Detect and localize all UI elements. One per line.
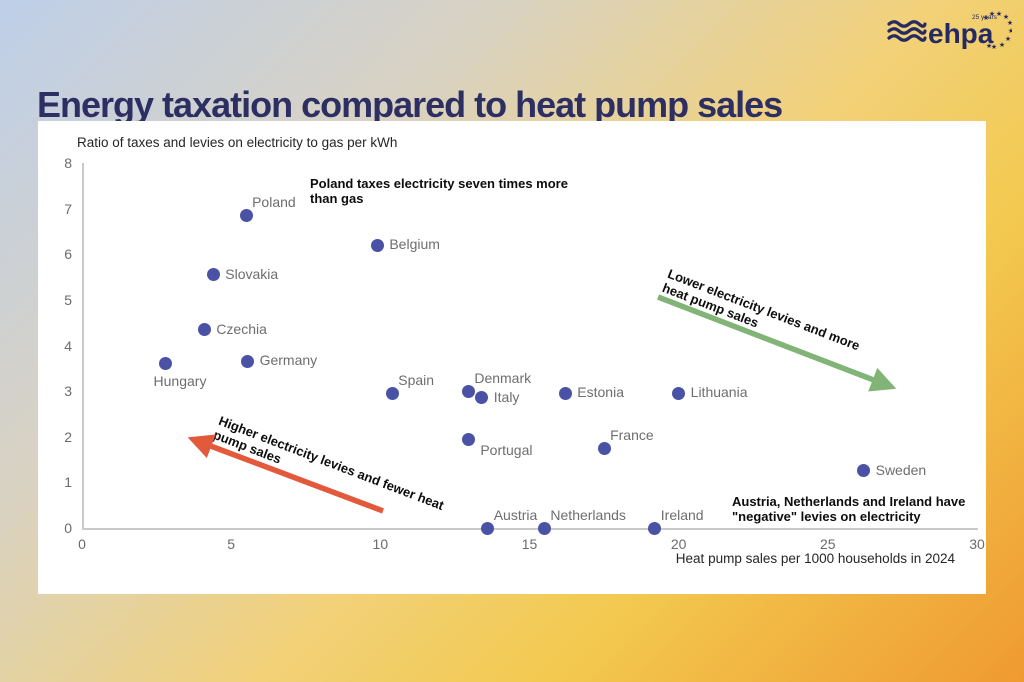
svg-text:★: ★ <box>996 10 1002 18</box>
x-axis-line <box>82 528 978 530</box>
point-label-denmark: Denmark <box>474 370 532 387</box>
x-tick-label: 10 <box>372 536 389 552</box>
annotation-higher-note: Higher electricity levies and fewer heat… <box>211 413 446 513</box>
svg-text:★: ★ <box>983 14 989 22</box>
stars-icon: ★ ★★ ★★★ ★★★ ★ <box>983 10 1014 51</box>
data-point-lithuania <box>672 386 686 400</box>
y-tick-label: 7 <box>64 200 72 217</box>
x-tick-label: 20 <box>670 536 687 552</box>
annotation-negative-note: Austria, Netherlands and Ireland have "n… <box>732 494 966 525</box>
data-point-france <box>597 441 611 455</box>
svg-text:★: ★ <box>1003 13 1009 21</box>
point-label-hungary: Hungary <box>153 372 207 389</box>
waves-icon <box>887 20 927 42</box>
point-label-lithuania: Lithuania <box>690 384 748 401</box>
svg-text:★: ★ <box>1008 27 1012 35</box>
x-axis-label: Heat pump sales per 1000 households in 2… <box>675 551 955 566</box>
data-point-spain <box>385 386 399 400</box>
data-point-ireland <box>648 521 662 535</box>
svg-text:★: ★ <box>999 41 1005 49</box>
chart-title: Ratio of taxes and levies on electricity… <box>77 135 398 150</box>
data-point-netherlands <box>537 521 551 535</box>
svg-text:★: ★ <box>1007 19 1012 27</box>
page-title: Energy taxation compared to heat pump sa… <box>37 84 783 126</box>
data-point-poland <box>239 208 253 222</box>
x-tick-label: 30 <box>969 536 985 552</box>
logo-badge: 25 years <box>972 14 998 21</box>
annotation-lower-note: Lower electricity levies and more heat p… <box>660 266 862 354</box>
point-label-belgium: Belgium <box>389 236 440 253</box>
logo-text: ehpa <box>928 18 994 49</box>
svg-text:★: ★ <box>1005 35 1011 43</box>
data-point-denmark <box>461 384 475 398</box>
svg-text:★: ★ <box>989 10 995 18</box>
ehpa-logo: ehpa 25 years ★ ★ ★ ★ ★ ★ ★ ★ ★ ★ <box>886 10 1014 56</box>
point-label-estonia: Estonia <box>577 384 624 401</box>
y-tick-label: 1 <box>64 474 72 491</box>
svg-text:★: ★ <box>986 42 992 50</box>
point-label-poland: Poland <box>252 194 296 211</box>
point-label-italy: Italy <box>493 388 520 405</box>
data-point-estonia <box>558 386 572 400</box>
y-tick-label: 3 <box>64 383 72 400</box>
x-tick-label: 0 <box>78 536 86 552</box>
point-label-sweden: Sweden <box>875 461 927 478</box>
data-point-czechia <box>197 323 211 337</box>
data-point-sweden <box>857 464 871 478</box>
point-label-slovakia: Slovakia <box>225 265 279 282</box>
y-tick-label: 2 <box>64 428 72 445</box>
y-axis-line <box>82 163 84 528</box>
annotation-poland-note: Poland taxes electricity seven times mor… <box>310 176 568 207</box>
data-point-slovakia <box>206 268 220 282</box>
x-tick-label: 15 <box>521 536 538 552</box>
x-tick-label: 5 <box>227 536 236 552</box>
svg-text:★: ★ <box>991 43 997 51</box>
point-label-portugal: Portugal <box>480 442 533 459</box>
data-point-austria <box>481 521 495 535</box>
point-label-austria: Austria <box>493 507 538 523</box>
y-tick-label: 5 <box>64 291 72 308</box>
data-point-germany <box>241 354 255 368</box>
y-tick-label: 6 <box>64 246 72 263</box>
data-point-belgium <box>370 238 384 252</box>
y-tick-label: 8 <box>64 155 72 171</box>
data-point-portugal <box>461 432 475 446</box>
x-tick-label: 25 <box>820 536 836 552</box>
data-point-hungary <box>159 357 173 371</box>
ehpa-logo-icon: ehpa 25 years ★ ★★ ★★★ ★★★ ★ <box>887 10 1014 51</box>
point-label-germany: Germany <box>259 352 318 369</box>
point-label-spain: Spain <box>398 372 435 389</box>
y-tick-label: 4 <box>64 337 72 354</box>
data-point-italy <box>475 391 489 405</box>
point-label-france: France <box>610 427 654 444</box>
y-tick-label: 0 <box>64 520 72 536</box>
point-label-ireland: Ireland <box>660 507 704 523</box>
point-label-czechia: Czechia <box>216 320 267 337</box>
chart-panel: Ratio of taxes and levies on electricity… <box>38 121 986 594</box>
point-label-netherlands: Netherlands <box>550 507 626 523</box>
